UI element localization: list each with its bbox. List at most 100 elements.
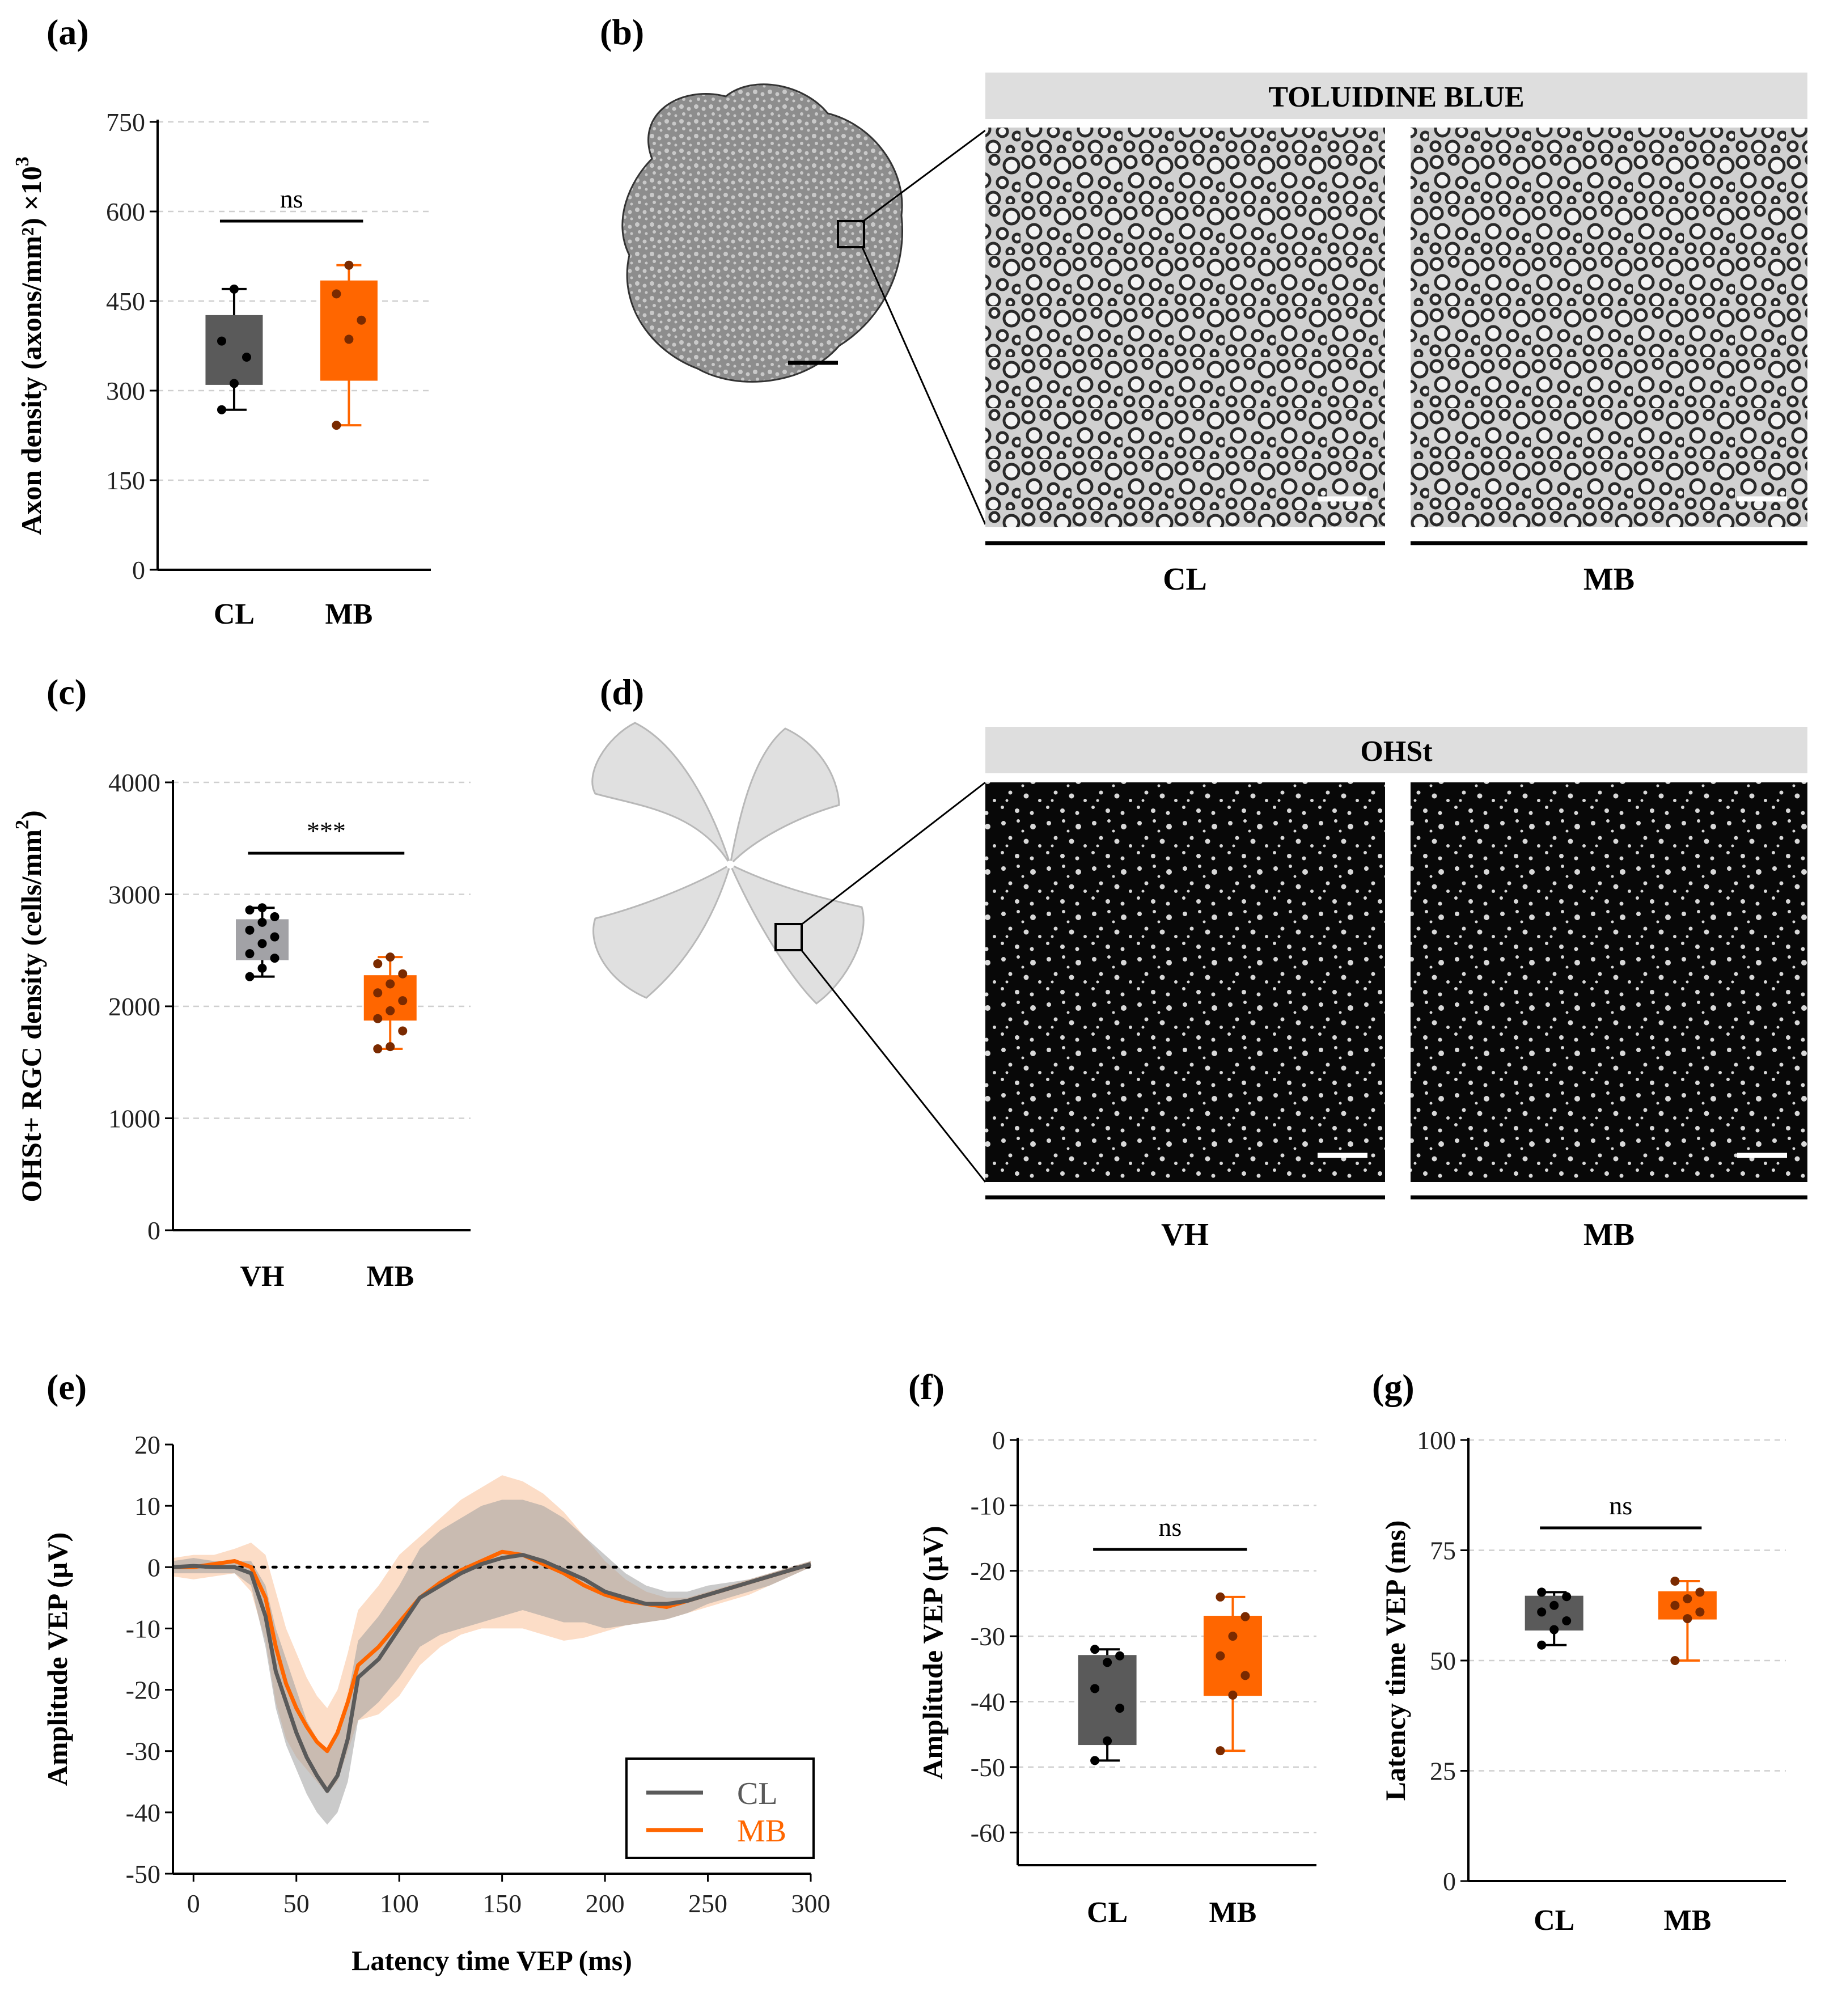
micrograph-mb [1411,782,1807,1182]
significance-label: *** [307,816,346,845]
panel-b-micrographs: TOLUIDINE BLUE CL MB [621,73,1807,597]
data-point [1670,1600,1680,1610]
zoom-line [861,129,986,223]
x-tick-label: 200 [586,1889,625,1918]
data-point [1103,1736,1112,1746]
data-point [1103,1658,1112,1667]
data-point [245,925,255,935]
data-point [332,289,341,299]
x-tick-label: 50 [283,1889,310,1918]
data-point [245,949,255,959]
data-point [386,1006,395,1015]
y-tick-label: -50 [126,1860,160,1888]
data-point [373,1044,383,1054]
y-tick-label: -40 [126,1798,160,1827]
y-tick-label: 0 [992,1426,1005,1455]
y-tick-label: -50 [971,1753,1005,1782]
data-point [270,954,280,963]
significance-label: ns [1609,1491,1632,1520]
y-tick-label: 3000 [108,880,160,909]
data-point [373,988,383,998]
y-axis-label: Amplitude VEP (µV) [41,1532,73,1786]
y-axis-label: Axon density (axons/mm²) ×103 [12,156,47,535]
data-point [386,952,395,962]
data-point [1683,1594,1692,1604]
sem-band-mb [173,1475,811,1794]
data-point [398,996,408,1006]
box-cl [1078,1655,1137,1746]
x-category-label: MB [1664,1904,1712,1937]
panel-label-g: (g) [1372,1367,1415,1407]
x-category-label: CL [1534,1904,1574,1937]
x-tick-label: 300 [791,1889,831,1918]
data-point [257,917,267,927]
data-point [1683,1614,1692,1624]
significance-label: ns [1158,1513,1182,1541]
y-axis-label: Amplitude VEP (µV) [917,1526,949,1779]
panel-label-c: (c) [46,672,87,712]
y-tick-label: 10 [134,1492,160,1521]
y-tick-label: 150 [106,466,145,495]
zoom-region-marker [774,923,803,951]
y-tick-label: 1000 [108,1104,160,1133]
micrograph-header-bar [985,727,1807,773]
vep-amplitude-boxplot: -60 -50 -40 -30 -20 -10 0 Amplitude VEP (µV) CL M… [917,1426,1316,1929]
data-point [1090,1756,1100,1765]
x-category-label: MB [1209,1896,1257,1929]
y-tick-label: 0 [132,556,145,585]
micrograph-caption-mb: MB [1583,1217,1635,1252]
data-point [1216,1746,1225,1756]
y-tick-label: -60 [971,1818,1005,1847]
data-point [373,1014,383,1023]
data-point [373,959,383,968]
vep-latency-boxplot: 0 25 50 75 100 Latency time VEP (ms) CL MB ns [1379,1426,1786,1937]
x-category-label: MB [366,1260,414,1293]
optic-nerve-cross-section-icon [621,83,903,383]
y-tick-label: -10 [971,1491,1005,1520]
x-tick-label: 100 [380,1889,419,1918]
x-category-label: VH [240,1260,285,1293]
y-tick-label: 300 [106,376,145,405]
data-point [217,405,226,414]
y-tick-label: 20 [134,1430,160,1459]
axon-density-boxplot: 0 150 300 450 600 750 Axon density (axons/mm²)… [12,108,431,630]
y-tick-label: -40 [971,1688,1005,1717]
rgc-density-boxplot: 0 1000 2000 3000 4000 OHSt+ RGC density (cell… [12,768,471,1293]
data-point [1090,1645,1100,1654]
zoom-line [799,948,986,1183]
panel-d-micrographs: OHSt VH MB [591,722,1807,1252]
data-point [1228,1691,1238,1700]
micrograph-header-bar [985,73,1807,119]
data-point [1549,1625,1559,1634]
y-tick-label: -10 [126,1614,160,1643]
micrograph-caption-mb: MB [1583,562,1635,597]
x-tick-label: 150 [482,1889,522,1918]
x-category-label: MB [325,598,373,630]
data-point [398,1026,408,1036]
data-point [1562,1616,1572,1625]
y-tick-label: 2000 [108,992,160,1021]
y-tick-label: 75 [1430,1536,1456,1565]
y-tick-label: 4000 [108,768,160,797]
x-tick-label: 250 [688,1889,727,1918]
y-tick-label: 100 [1417,1426,1456,1455]
y-axis-label-part: Axon density (axons/mm²) ×10 [15,166,47,535]
optic-disc [726,861,734,869]
data-point [229,284,239,294]
y-axis-label: Latency time VEP (ms) [1379,1521,1411,1801]
data-point [1240,1671,1250,1680]
data-point [1115,1704,1125,1713]
data-point [229,379,239,388]
series-line-cl [172,1553,811,1793]
x-category-label: CL [214,598,255,630]
panel-label-f: (f) [908,1367,945,1407]
data-point [1228,1632,1238,1641]
data-point [270,932,280,942]
y-tick-label: -30 [971,1622,1005,1651]
micrograph-header: OHSt [1360,735,1433,768]
data-point [270,912,280,921]
data-point [257,903,267,913]
